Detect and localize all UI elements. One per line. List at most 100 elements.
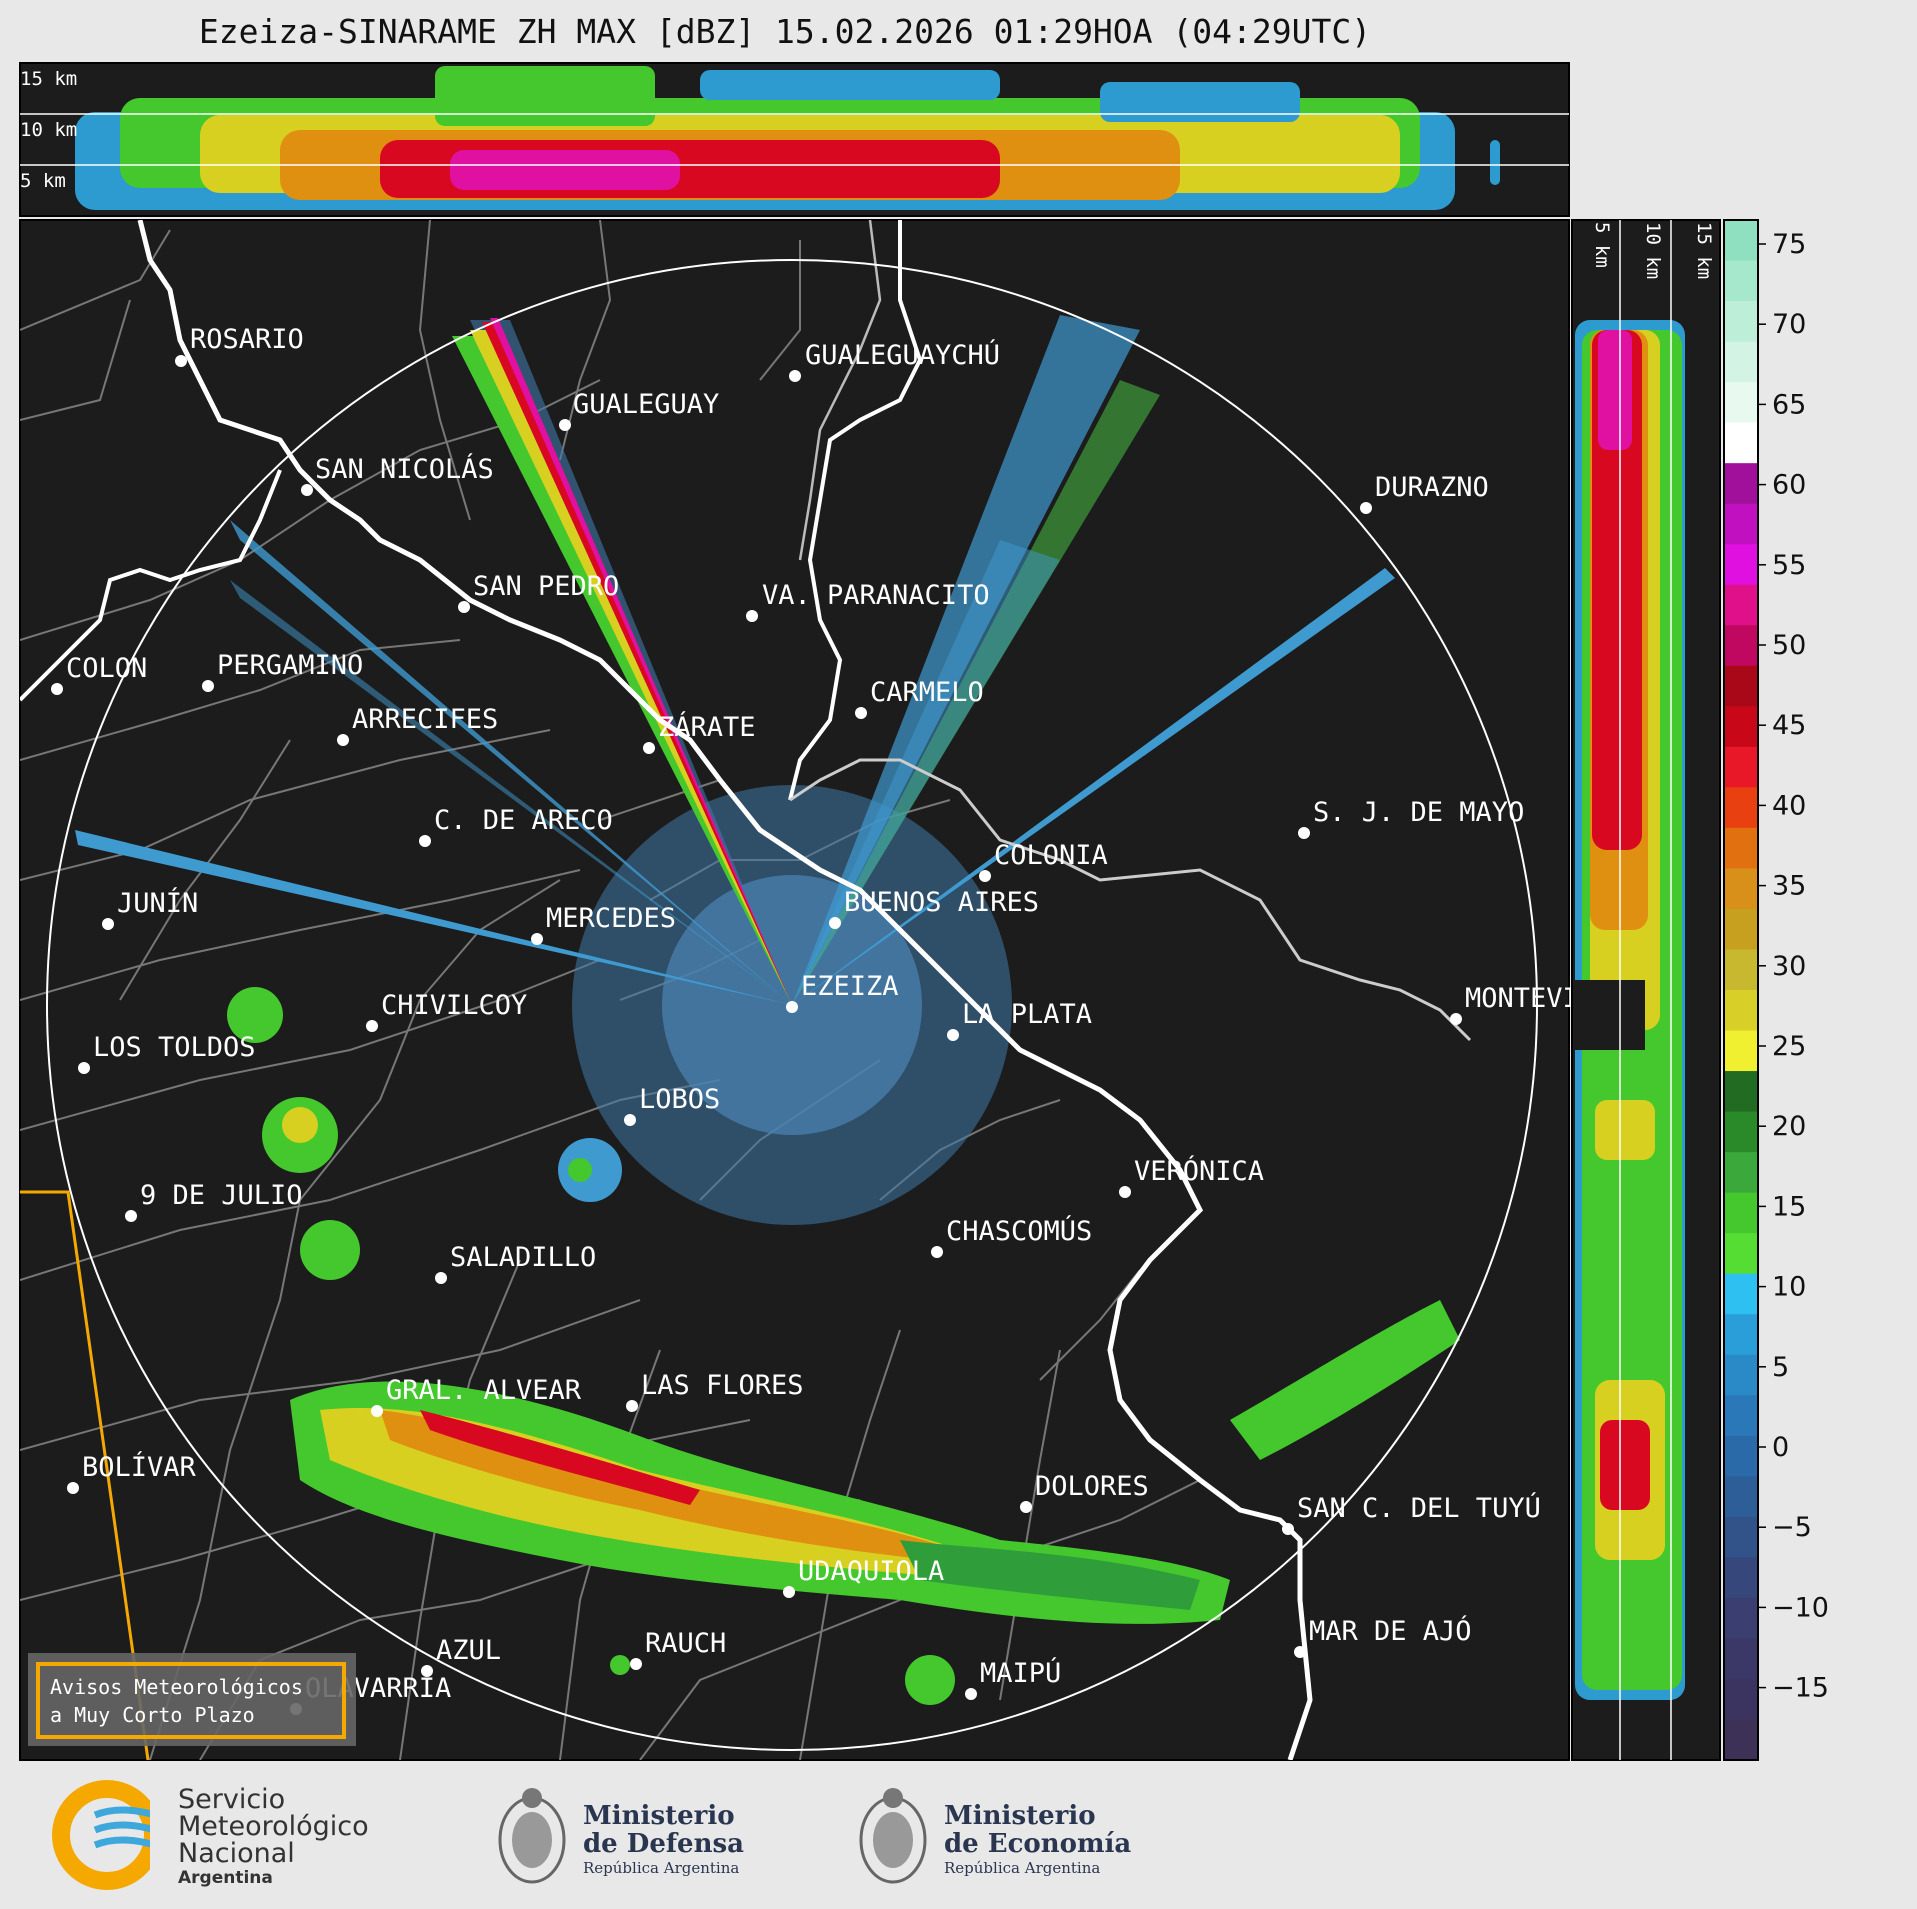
city-label: LOS TOLDOS <box>93 1032 256 1063</box>
radar-map-panel: ROSARIO GUALEGUAYCHÚ GUALEGUAY SAN NICOLÁS D… <box>19 219 1628 1761</box>
top-label-10km: 10 km <box>20 119 77 141</box>
colorbar-segment <box>1724 949 1758 991</box>
city-dot <box>202 680 214 692</box>
city-label: SAN PEDRO <box>473 571 619 602</box>
range-ring <box>46 259 1538 1751</box>
colorbar <box>1723 219 1759 1761</box>
city-label: RAUCH <box>645 1628 726 1659</box>
city-dot <box>624 1114 636 1126</box>
city-s-j-de-mayo: S. J. DE MAYO <box>1298 797 1524 839</box>
city-label: MAIPÚ <box>980 1657 1061 1689</box>
colorbar-segment <box>1724 1395 1758 1437</box>
footer-logos <box>52 1780 927 1890</box>
city-label: VA. PARANACITO <box>762 580 990 611</box>
city-gualeguay: GUALEGUAY <box>559 389 719 431</box>
city-label: DURAZNO <box>1375 472 1489 503</box>
city-dot <box>979 870 991 882</box>
colorbar-segment <box>1724 665 1758 707</box>
economia-logo-text: Ministerio de Economía República Argenti… <box>944 1802 1131 1878</box>
colorbar-segment <box>1724 868 1758 910</box>
chart-title: Ezeiza-SINARAME ZH MAX [dBZ] 15.02.2026 … <box>198 12 1372 51</box>
defensa-seal-icon <box>498 1788 566 1884</box>
colorbar-segment <box>1724 1030 1758 1072</box>
colorbar-segment <box>1724 301 1758 343</box>
province-boundary <box>20 1190 150 1760</box>
city-dot <box>371 1405 383 1417</box>
city-label: GUALEGUAY <box>573 389 719 420</box>
coastline <box>20 220 1472 1760</box>
city-label: SALADILLO <box>450 1242 596 1273</box>
city-chascom-s: CHASCOMÚS <box>931 1215 1092 1258</box>
city-label: UDAQUIOLA <box>798 1556 944 1587</box>
smn-logo-icon <box>52 1780 170 1890</box>
city-label: MERCEDES <box>546 903 676 934</box>
colorbar-segment <box>1724 1192 1758 1234</box>
colorbar-segment <box>1724 1476 1758 1518</box>
city-z-rate: ZÁRATE <box>643 711 756 754</box>
city-label: CHASCOMÚS <box>946 1215 1092 1247</box>
city-dot <box>1020 1501 1032 1513</box>
colorbar-segment <box>1724 1354 1758 1396</box>
city-gral-alvear: GRAL. ALVEAR <box>371 1375 582 1417</box>
city-c-de-areco: C. DE ARECO <box>419 805 613 847</box>
side-label-5km: 5 km <box>1591 222 1613 268</box>
smn-line4: Argentina <box>178 1868 273 1888</box>
colorbar-segment <box>1724 220 1758 262</box>
city-san-pedro: SAN PEDRO <box>458 571 619 613</box>
city-la-plata: LA PLATA <box>947 999 1092 1041</box>
city-dot <box>78 1062 90 1074</box>
economia-line2: de Economía <box>944 1829 1132 1859</box>
city-ver-nica: VERÓNICA <box>1119 1155 1264 1198</box>
city-dot <box>965 1688 977 1700</box>
vertical-profile-side-panel: 5 km 10 km 15 km <box>1571 219 1721 1761</box>
top-label-5km: 5 km <box>20 170 66 192</box>
city-9-de-julio: 9 DE JULIO <box>125 1180 303 1222</box>
city-buenos-aires: BUENOS AIRES <box>829 887 1039 929</box>
alert-box[interactable]: Avisos Meteorológicos a Muy Corto Plazo <box>28 1653 356 1746</box>
city-colonia: COLONIA <box>979 840 1108 882</box>
city-dot <box>559 419 571 431</box>
colorbar-segment <box>1724 908 1758 950</box>
colorbar-tick-label: 65 <box>1772 389 1806 420</box>
city-label: GRAL. ALVEAR <box>386 1375 582 1406</box>
city-dot <box>435 1272 447 1284</box>
city-dot <box>531 933 543 945</box>
city-gualeguaych-: GUALEGUAYCHÚ <box>789 339 1000 382</box>
city-dot <box>1282 1523 1294 1535</box>
city-dot <box>51 683 63 695</box>
footer: Servicio Meteorológico Nacional Argentin… <box>0 1760 1917 1909</box>
colorbar-segment <box>1724 1435 1758 1477</box>
colorbar-segment <box>1724 746 1758 788</box>
colorbar-segment <box>1724 1273 1758 1315</box>
city-label: S. J. DE MAYO <box>1313 797 1524 828</box>
city-label: DOLORES <box>1035 1471 1149 1502</box>
city-dot <box>1294 1646 1306 1658</box>
city-rauch: RAUCH <box>630 1628 726 1670</box>
colorbar-segment <box>1724 382 1758 424</box>
city-label: COLONIA <box>994 840 1108 871</box>
colorbar-segment <box>1724 1233 1758 1275</box>
city-label: BOLÍVAR <box>82 1451 197 1483</box>
alert-box-line2: a Muy Corto Plazo <box>50 1703 255 1727</box>
colorbar-segment <box>1724 1597 1758 1639</box>
city-jun-n: JUNÍN <box>102 887 198 930</box>
city-ezeiza: EZEIZA <box>786 971 899 1013</box>
colorbar-tick-label: 50 <box>1772 630 1806 661</box>
city-dot <box>829 917 841 929</box>
smn-line3: Nacional <box>178 1838 295 1869</box>
economia-seal-icon <box>859 1788 927 1884</box>
city-san-nicol-s: SAN NICOLÁS <box>301 453 494 496</box>
colorbar-segment <box>1724 1516 1758 1558</box>
city-pergamino: PERGAMINO <box>202 650 363 692</box>
colorbar-segment <box>1724 1314 1758 1356</box>
colorbar-segment <box>1724 827 1758 869</box>
city-rosario: ROSARIO <box>175 324 304 367</box>
smn-logo-text: Servicio Meteorológico Nacional Argentin… <box>178 1786 369 1889</box>
city-dot <box>626 1400 638 1412</box>
city-dot <box>746 610 758 622</box>
colorbar-tick-label: 45 <box>1772 710 1806 741</box>
city-maip-: MAIPÚ <box>965 1657 1061 1700</box>
city-dot <box>421 1665 433 1677</box>
